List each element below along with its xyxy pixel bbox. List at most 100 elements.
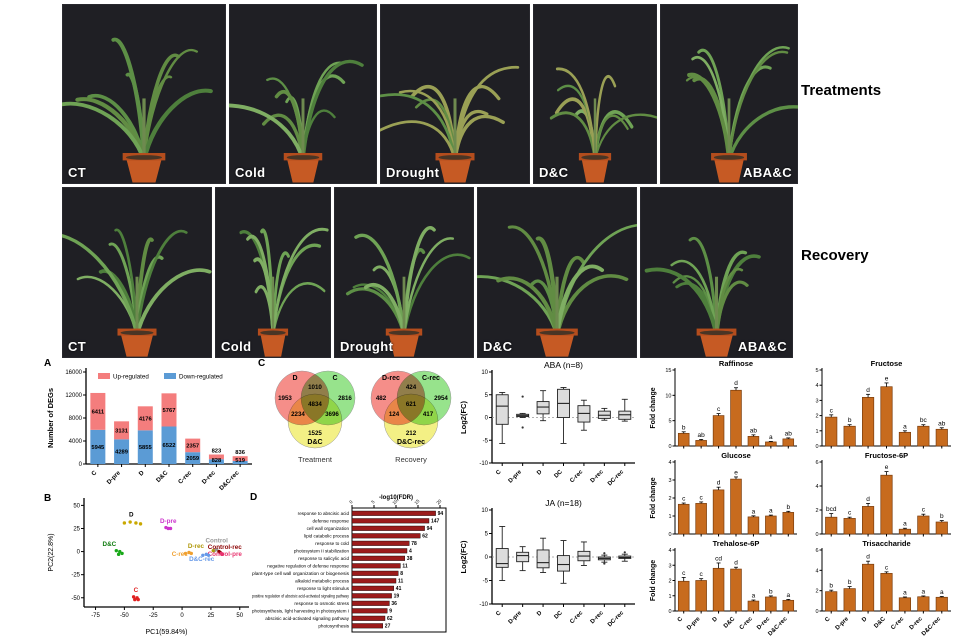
pca-point [220,552,225,557]
svg-text:C-rec: C-rec [569,610,585,626]
metabolite-bar [825,591,838,612]
pca-point [122,521,127,525]
plant-leaf [496,276,560,338]
go-bar [351,608,388,614]
photo-label: Drought [386,165,440,180]
glucose-bar-chart: Glucose Fold change 0 1 2 3 4 c c d e a a b [648,450,802,538]
svg-text:78: 78 [411,541,417,547]
svg-text:response to osmotic stress: response to osmotic stress [294,601,349,606]
panel-d: D -log10(FDR) 0 5 10 15 20 94 response to absci… [250,492,450,637]
svg-text:2: 2 [815,414,818,420]
svg-text:D: D [712,616,720,624]
svg-text:D-rec: D-rec [201,469,218,486]
metabolite-bar [935,428,948,447]
svg-text:D-pre: D-pre [160,518,177,525]
glucose-chart-panel: Glucose Fold change 0 1 2 3 4 c c d e a a b [648,450,802,538]
svg-text:DC: DC [554,610,565,621]
metabolite-bar [677,503,690,535]
plant-photo: CT [62,4,226,184]
svg-text:1010: 1010 [308,384,322,391]
plant-pot [581,157,609,183]
svg-text:d: d [734,560,738,567]
svg-text:b: b [786,504,790,511]
svg-text:D&C: D&C [873,616,887,630]
svg-text:6411: 6411 [92,409,105,415]
svg-text:3: 3 [815,398,818,404]
svg-text:Fold change: Fold change [650,560,657,601]
svg-text:Control-rec: Control-rec [208,544,242,551]
svg-text:b: b [769,588,773,595]
svg-text:C-rec: C-rec [172,551,189,558]
pca-point [133,597,137,602]
svg-text:2: 2 [815,589,818,595]
svg-text:-75: -75 [91,613,100,619]
pca-point [131,595,136,599]
metabolite-bar [747,600,760,612]
svg-text:50: 50 [236,613,243,619]
svg-text:2954: 2954 [434,395,448,402]
svg-text:ab: ab [750,427,758,434]
svg-text:-25: -25 [71,573,80,579]
pca-point [128,520,132,524]
svg-text:a: a [903,521,907,528]
svg-text:Down-regulated: Down-regulated [179,374,223,381]
svg-text:Control: Control [205,537,228,544]
metabolite-bar [843,425,856,447]
svg-text:PC1(59.84%): PC1(59.84%) [145,629,187,636]
svg-text:c: c [922,507,926,514]
go-bar [351,540,410,546]
aba-boxplot: ABA (n=8) -10 -5 0 5 10 Log2(FC) C D-pre D DC C-rec… [458,359,644,496]
plant-photo: CT [62,187,212,358]
svg-text:4: 4 [668,460,671,466]
outlier-point [603,562,606,565]
svg-text:11: 11 [398,579,404,585]
photo-label: CT [68,339,87,354]
plant-photo: Drought [380,4,530,184]
metabolite-bar [695,440,707,447]
svg-text:C-rec: C-rec [890,616,906,632]
venn-diagram-treatment: D C 1953 2816 1010 4834 2234 3696 1525 D&C Treatme… [266,358,364,492]
metabolite-bar [935,596,948,612]
svg-text:Up-regulated: Up-regulated [113,374,149,381]
svg-text:1: 1 [815,429,818,435]
svg-text:Treatment: Treatment [298,455,333,464]
go-bar [351,615,386,621]
go-bar [351,600,390,606]
plant-leaf [554,264,605,338]
up-bar [114,421,130,440]
svg-text:D-rec: D-rec [382,375,400,382]
svg-text:D-pre: D-pre [106,469,123,486]
go-bar [351,593,392,599]
svg-text:Raffinose: Raffinose [719,359,753,368]
svg-text:C: C [332,375,337,382]
svg-text:a: a [769,434,773,441]
svg-text:C: C [495,469,503,477]
pca-point [201,553,205,557]
svg-text:4834: 4834 [308,401,322,408]
svg-text:D-pre: D-pre [686,616,702,632]
metabolite-bar [747,516,760,535]
svg-text:C: C [824,616,832,624]
plant-leaf [402,253,471,337]
plant-leaf [507,225,559,338]
metabolite-bar [712,415,725,447]
svg-text:94: 94 [438,511,444,517]
plant-leaf [593,113,657,162]
pca-point [168,526,173,531]
svg-text:Trisaccharide: Trisaccharide [862,539,910,548]
plant-leaf [402,237,455,337]
svg-text:2357: 2357 [186,443,199,449]
svg-text:d: d [866,496,870,503]
svg-text:D: D [292,375,297,382]
svg-text:9: 9 [389,609,392,615]
outlier-point [521,395,524,398]
svg-text:6: 6 [815,548,818,554]
svg-text:621: 621 [406,401,417,408]
fructose-chart-panel: Fructose 0 1 2 3 4 5 c b d e a bc ab [802,358,956,450]
svg-text:0: 0 [668,444,671,450]
plant-leaf [402,226,436,338]
svg-text:Recovery: Recovery [395,455,427,464]
photo-label: D&C [539,165,569,180]
